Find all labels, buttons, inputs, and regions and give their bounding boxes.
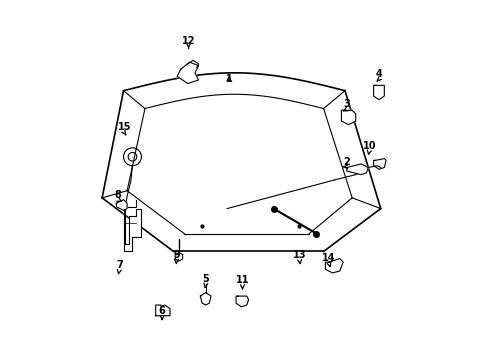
Text: 5: 5 — [202, 274, 209, 284]
Polygon shape — [117, 200, 127, 210]
Polygon shape — [177, 62, 198, 84]
Polygon shape — [342, 111, 356, 125]
Polygon shape — [236, 296, 248, 307]
Polygon shape — [175, 252, 183, 261]
Text: 7: 7 — [116, 260, 122, 270]
Text: 10: 10 — [363, 141, 376, 151]
Text: 8: 8 — [115, 190, 122, 200]
Polygon shape — [373, 158, 386, 169]
Polygon shape — [200, 293, 211, 305]
Text: 9: 9 — [173, 250, 180, 260]
Text: 11: 11 — [236, 275, 249, 285]
Text: 4: 4 — [376, 69, 383, 79]
Polygon shape — [347, 164, 368, 175]
Text: 1: 1 — [225, 73, 232, 84]
Polygon shape — [156, 305, 170, 316]
Text: 14: 14 — [322, 253, 336, 263]
Polygon shape — [373, 85, 384, 100]
Text: 2: 2 — [343, 157, 350, 167]
Polygon shape — [325, 258, 343, 273]
Text: 15: 15 — [118, 122, 131, 132]
Text: 6: 6 — [159, 306, 166, 316]
Polygon shape — [123, 208, 142, 251]
Text: 13: 13 — [293, 250, 306, 260]
Text: 3: 3 — [343, 99, 350, 109]
Text: 12: 12 — [182, 36, 196, 46]
